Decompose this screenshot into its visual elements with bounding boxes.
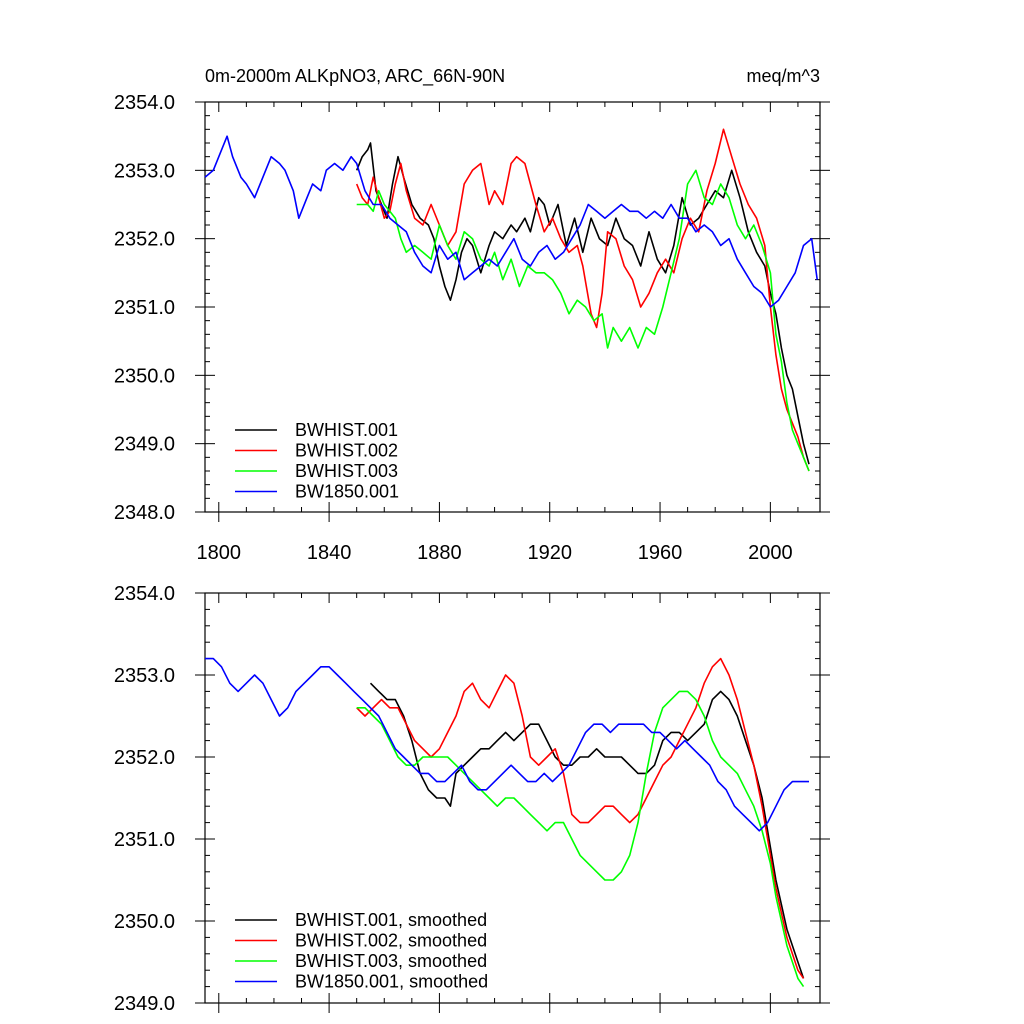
legend-label: BW1850.001, smoothed [295, 972, 488, 992]
series-line-bwhist-003 [356, 169, 810, 472]
legend-label: BWHIST.002, smoothed [295, 931, 487, 951]
legend-label: BWHIST.001, smoothed [295, 910, 487, 930]
y-tick-label: 2349.0 [114, 434, 175, 456]
y-tick-label: 2352.0 [114, 229, 175, 251]
x-tick-label: 1800 [197, 542, 242, 564]
series-line-bwhist-001-smoothed [369, 682, 805, 979]
x-tick-label: 1880 [417, 542, 462, 564]
bottom-panel: 2349.0 2350.0 2351.0 2352.0 2353.0 2354.0 BWH… [114, 583, 830, 1015]
y-tick-label: 2351.0 [114, 829, 175, 851]
bottom-plot-frame [204, 592, 821, 1004]
series-line-bwhist-002 [355, 128, 810, 472]
legend-label: BWHIST.003 [295, 461, 398, 481]
y-tick-label: 2353.0 [114, 160, 175, 182]
series-line-bwhist-002-smoothed [356, 657, 805, 979]
y-tick-label: 2351.0 [114, 297, 175, 319]
y-tick-label: 2354.0 [114, 92, 175, 114]
chart-title: 0m-2000m ALKpNO3, ARC_66N-90N [205, 66, 505, 87]
y-tick-label: 2354.0 [114, 583, 175, 605]
x-tick-label: 2000 [748, 542, 793, 564]
top-axis-ticks: 1800 1840 1880 1920 1960 2000 2348.0 2349.0 2350… [114, 92, 830, 564]
y-tick-label: 2348.0 [114, 502, 175, 524]
legend-label: BWHIST.002 [295, 441, 398, 461]
series-line-bw1850-001 [204, 135, 818, 308]
series-line-bw1850-001-smoothed [205, 657, 809, 832]
x-tick-label: 1960 [638, 542, 683, 564]
units-label: meq/m^3 [747, 66, 820, 86]
series-line-bwhist-001 [355, 142, 810, 465]
legend-label: BWHIST.003, smoothed [295, 951, 487, 971]
x-tick-label: 1920 [527, 542, 572, 564]
x-tick-label: 1840 [307, 542, 352, 564]
legend-label: BW1850.001 [295, 482, 399, 502]
top-panel: 0m-2000m ALKpNO3, ARC_66N-90N meq/m^3 18… [114, 66, 830, 564]
bottom-series-group [205, 657, 809, 988]
y-tick-label: 2352.0 [114, 747, 175, 769]
series-line-bwhist-003-smoothed [356, 690, 805, 988]
legend-label: BWHIST.001 [295, 420, 398, 440]
y-tick-label: 2350.0 [114, 911, 175, 933]
y-tick-label: 2353.0 [114, 665, 175, 687]
y-tick-label: 2349.0 [114, 993, 175, 1015]
top-series-group [204, 128, 818, 472]
y-tick-label: 2350.0 [114, 365, 175, 387]
